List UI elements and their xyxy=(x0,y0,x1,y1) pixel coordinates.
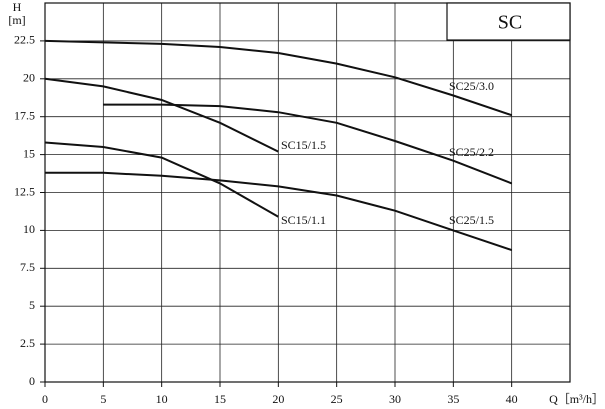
y-unit: [m] xyxy=(8,13,25,27)
curve-label: SC15/1.1 xyxy=(281,213,326,227)
curve xyxy=(44,77,279,153)
y-tick-label: 22.5 xyxy=(14,33,35,47)
curve xyxy=(44,39,513,117)
y-tick-label: 15 xyxy=(23,146,35,160)
x-tick-label: 40 xyxy=(506,392,518,406)
x-tick-label: 15 xyxy=(214,392,226,406)
y-label: H xyxy=(13,0,22,14)
x-tick-label: 20 xyxy=(272,392,284,406)
title-box xyxy=(446,2,571,41)
plot-frame xyxy=(44,2,571,383)
y-tick-label: 17.5 xyxy=(14,108,35,122)
curve-label: SC25/1.5 xyxy=(449,213,494,227)
curve xyxy=(103,103,513,185)
curve-label: SC15/1.5 xyxy=(281,138,326,152)
x-tick-label: 25 xyxy=(331,392,343,406)
y-tick-label: 5 xyxy=(29,298,35,312)
x-tick-label: 10 xyxy=(156,392,168,406)
y-tick-label: 10 xyxy=(23,222,35,236)
x-tick-label: 5 xyxy=(100,392,106,406)
x-tick-label: 35 xyxy=(447,392,459,406)
curve xyxy=(45,171,513,252)
y-tick-label: 0 xyxy=(29,374,35,388)
x-tick-label: 30 xyxy=(389,392,401,406)
curve xyxy=(44,141,279,218)
x-label: Q［m³/h］ xyxy=(549,392,604,406)
y-tick-label: 20 xyxy=(23,71,35,85)
y-tick-label: 12.5 xyxy=(14,184,35,198)
curve-label: SC25/3.0 xyxy=(449,79,494,93)
y-tick-label: 2.5 xyxy=(20,336,35,350)
curve-label: SC25/2.2 xyxy=(449,145,494,159)
chart-title: SC xyxy=(498,12,522,34)
y-tick-label: 7.5 xyxy=(20,260,35,274)
x-tick-label: 0 xyxy=(42,392,48,406)
